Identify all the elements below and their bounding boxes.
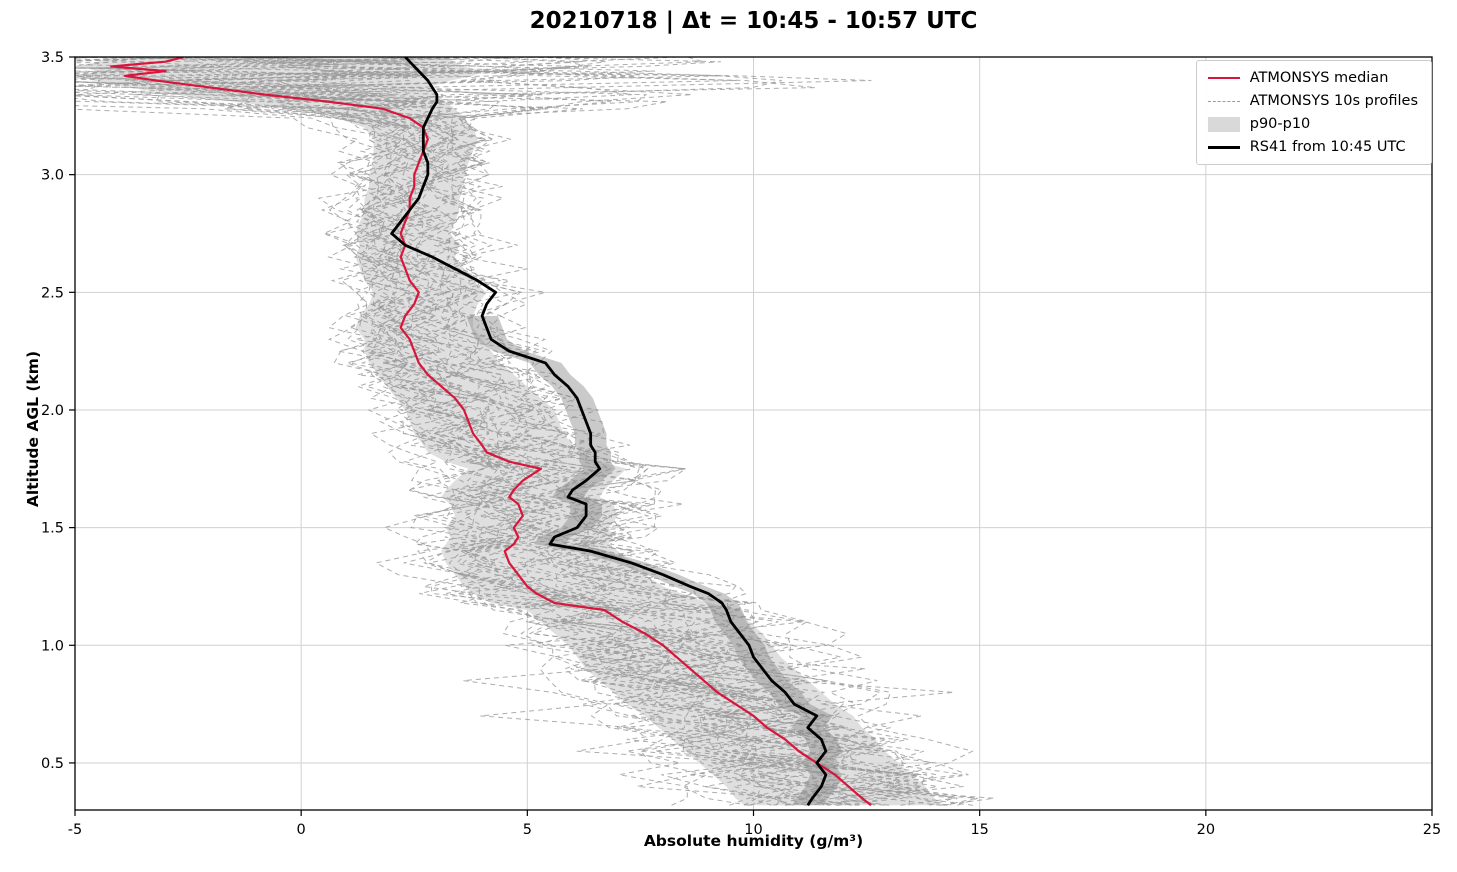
profile-line	[75, 64, 851, 806]
legend: ATMONSYS median ATMONSYS 10s profiles p9…	[1195, 60, 1432, 165]
profile-line	[75, 57, 803, 806]
y-tick-label: 3.5	[41, 50, 64, 66]
profile-line	[75, 57, 849, 806]
band-patch-swatch	[1207, 116, 1240, 132]
profile-line	[75, 58, 711, 806]
profile-line	[215, 57, 826, 806]
legend-item-profiles: ATMONSYS 10s profiles	[1207, 93, 1418, 109]
profile-line	[213, 57, 963, 806]
y-tick-label: 1.5	[41, 521, 64, 537]
profile-line	[125, 57, 959, 806]
legend-label-median: ATMONSYS median	[1249, 70, 1389, 86]
p90-p10-band	[79, 57, 944, 806]
x-tick-label: 15	[970, 822, 988, 838]
x-tick-label: -5	[68, 822, 82, 838]
profile-line	[160, 57, 928, 806]
y-tick-label: 2.0	[41, 403, 64, 419]
y-tick-label: 0.5	[41, 756, 64, 772]
rs41-line-swatch	[1207, 145, 1240, 149]
profile-line	[75, 57, 806, 806]
profile-line	[433, 57, 948, 806]
legend-item-band: p90-p10	[1207, 116, 1418, 132]
x-axis-label: Absolute humidity (g/m³)	[643, 832, 864, 850]
profile-line	[194, 57, 843, 806]
profile-line	[75, 57, 771, 806]
profile-line	[217, 57, 923, 806]
y-tick-label: 1.0	[41, 638, 64, 654]
x-tick-label: 5	[523, 822, 532, 838]
legend-label-profiles: ATMONSYS 10s profiles	[1249, 93, 1418, 109]
profile-line	[75, 67, 860, 806]
profile-line	[248, 57, 834, 806]
profile-line	[75, 57, 825, 806]
median-line	[110, 57, 872, 807]
profile-line	[75, 57, 964, 806]
profile-line	[75, 57, 974, 806]
profile-line	[75, 57, 900, 806]
rs41-line	[390, 57, 828, 807]
y-tick-label: 3.0	[41, 168, 64, 184]
x-tick-label: 0	[297, 822, 306, 838]
profile-line	[268, 57, 977, 806]
profile-line	[228, 57, 995, 806]
x-tick-label: 25	[1423, 822, 1441, 838]
x-tick-label: 20	[1197, 822, 1215, 838]
chart-title: 20210718 | Δt = 10:45 - 10:57 UTC	[529, 8, 978, 34]
profile-line	[75, 67, 955, 806]
profile-line	[75, 57, 795, 806]
median-line-swatch	[1207, 77, 1240, 79]
profile-line	[378, 57, 876, 806]
profile-line	[251, 57, 823, 806]
y-tick-label: 2.5	[41, 285, 64, 301]
x-tick-label: 10	[744, 822, 762, 838]
legend-item-median: ATMONSYS median	[1207, 70, 1418, 86]
y-axis-label: Altitude AGL (km)	[24, 350, 42, 508]
profile-line	[178, 57, 911, 806]
profiles-line-swatch	[1207, 100, 1240, 102]
legend-label-band: p90-p10	[1249, 116, 1311, 132]
legend-item-rs41: RS41 from 10:45 UTC	[1207, 139, 1418, 155]
legend-label-rs41: RS41 from 10:45 UTC	[1249, 139, 1406, 155]
profile-line	[75, 57, 939, 806]
profile-line	[75, 57, 890, 806]
